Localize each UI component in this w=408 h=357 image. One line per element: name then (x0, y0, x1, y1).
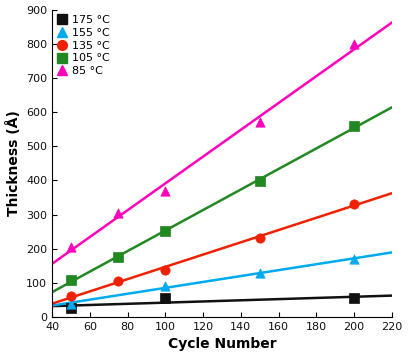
Point (162, 188, 169, 193)
Point (162, 228, 169, 234)
Point (68, 244, 74, 250)
Legend: 175 °C, 155 °C, 135 °C, 105 °C, 85 °C: 175 °C, 155 °C, 135 °C, 105 °C, 85 °C (55, 13, 112, 79)
Point (162, 283, 169, 288)
Point (68, 301, 74, 307)
Point (257, 178, 263, 184)
Point (115, 210, 122, 216)
Point (351, 295, 357, 301)
Point (68, 306, 74, 311)
X-axis label: Cycle Number: Cycle Number (168, 337, 276, 351)
Point (257, 120, 263, 125)
Point (351, 256, 357, 262)
Point (115, 255, 122, 260)
Point (351, 124, 357, 129)
Y-axis label: Thickness (Å): Thickness (Å) (6, 110, 20, 216)
Point (162, 295, 169, 301)
Point (257, 271, 263, 276)
Point (351, 41, 357, 46)
Point (115, 278, 122, 284)
Point (68, 293, 74, 299)
Point (257, 235, 263, 241)
Point (351, 201, 357, 206)
Point (162, 267, 169, 273)
Point (68, 277, 74, 283)
